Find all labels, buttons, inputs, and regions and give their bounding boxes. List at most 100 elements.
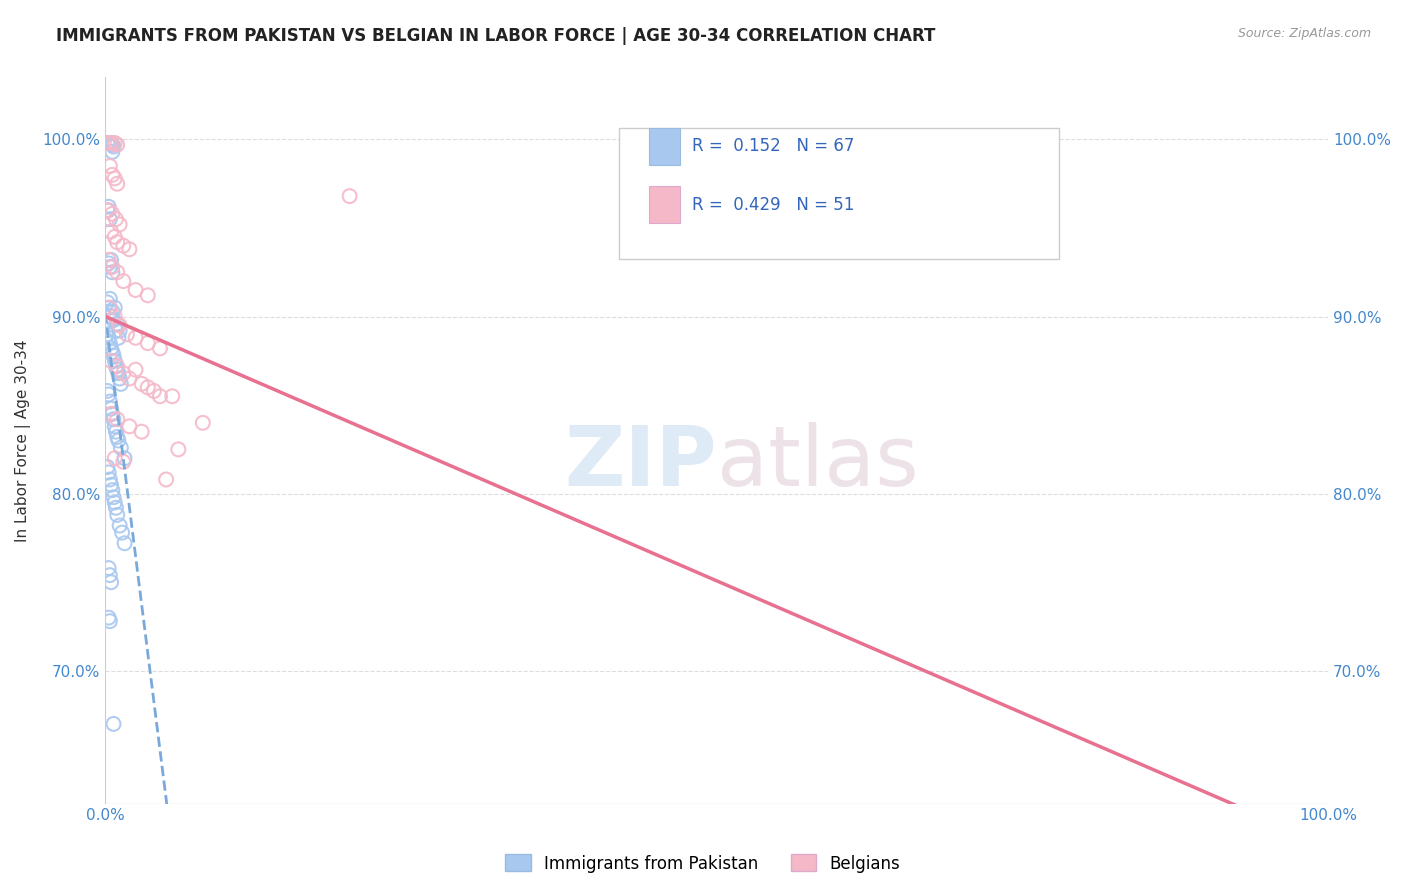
Point xyxy=(104,359,127,373)
Point xyxy=(108,324,131,338)
Point xyxy=(107,434,129,448)
Point xyxy=(131,425,153,439)
Point xyxy=(104,301,127,315)
Point xyxy=(100,136,122,150)
Point xyxy=(104,495,127,509)
Point xyxy=(124,283,146,297)
Point xyxy=(104,230,127,244)
Point xyxy=(101,483,124,497)
Point xyxy=(124,331,146,345)
Point xyxy=(96,460,118,475)
Point xyxy=(136,336,159,351)
Point xyxy=(100,310,122,324)
Point xyxy=(112,238,135,252)
Point xyxy=(97,301,120,315)
Point xyxy=(118,242,141,256)
Point xyxy=(104,324,127,338)
Point xyxy=(101,168,124,182)
Point xyxy=(104,310,127,324)
Point xyxy=(167,442,190,457)
Point xyxy=(101,207,124,221)
Point xyxy=(114,451,136,466)
Point xyxy=(105,359,128,373)
Point xyxy=(149,342,172,356)
Text: IMMIGRANTS FROM PAKISTAN VS BELGIAN IN LABOR FORCE | AGE 30-34 CORRELATION CHART: IMMIGRANTS FROM PAKISTAN VS BELGIAN IN L… xyxy=(56,27,935,45)
Point xyxy=(104,354,127,368)
Point xyxy=(98,212,121,227)
Point xyxy=(105,137,128,152)
Point xyxy=(101,145,124,159)
Point xyxy=(103,313,125,327)
Point xyxy=(162,389,184,403)
Point xyxy=(155,473,177,487)
Point xyxy=(96,203,118,218)
Point xyxy=(108,318,131,333)
Point xyxy=(96,327,118,342)
Point xyxy=(104,136,127,150)
Point xyxy=(98,260,121,274)
Point xyxy=(96,295,118,310)
Point xyxy=(110,441,132,455)
Point xyxy=(98,136,121,150)
Point xyxy=(97,561,120,575)
Point xyxy=(100,407,122,421)
Point xyxy=(100,575,122,590)
Point xyxy=(101,304,124,318)
Point xyxy=(107,331,129,345)
Point xyxy=(105,362,128,376)
Point xyxy=(100,252,122,267)
Point xyxy=(105,317,128,331)
Text: ZIP: ZIP xyxy=(564,422,717,503)
Y-axis label: In Labor Force | Age 30-34: In Labor Force | Age 30-34 xyxy=(15,339,31,541)
Point xyxy=(103,412,125,426)
Point xyxy=(108,371,131,385)
Point xyxy=(114,536,136,550)
Point xyxy=(96,136,118,150)
Point xyxy=(103,139,125,153)
Point xyxy=(105,177,128,191)
Point xyxy=(104,425,127,439)
Point xyxy=(97,387,120,401)
Point xyxy=(98,292,121,306)
Point xyxy=(105,235,128,249)
Text: R =  0.152   N = 67: R = 0.152 N = 67 xyxy=(692,137,855,155)
Point xyxy=(104,419,127,434)
Point xyxy=(110,376,132,391)
Point xyxy=(105,430,128,444)
Point xyxy=(105,508,128,522)
Point xyxy=(101,137,124,152)
Point xyxy=(98,159,121,173)
Point xyxy=(97,331,120,345)
Point xyxy=(100,401,122,416)
Point xyxy=(111,525,134,540)
Point xyxy=(98,336,121,351)
Text: atlas: atlas xyxy=(717,422,918,503)
Point xyxy=(101,407,124,421)
Point xyxy=(97,200,120,214)
Point xyxy=(142,384,165,398)
Point xyxy=(104,212,127,227)
Point xyxy=(105,265,128,279)
Point xyxy=(103,490,125,504)
Bar xyxy=(650,186,681,223)
Point xyxy=(191,416,214,430)
Point xyxy=(96,384,118,398)
Point xyxy=(100,225,122,239)
Text: Source: ZipAtlas.com: Source: ZipAtlas.com xyxy=(1237,27,1371,40)
Text: R =  0.429   N = 51: R = 0.429 N = 51 xyxy=(692,195,855,213)
Point xyxy=(101,345,124,359)
Point xyxy=(98,301,121,315)
Point xyxy=(97,136,120,150)
Point xyxy=(118,419,141,434)
Point xyxy=(98,614,121,628)
Point xyxy=(136,380,159,394)
Point xyxy=(97,203,120,218)
Point xyxy=(104,171,127,186)
Point xyxy=(108,518,131,533)
Point xyxy=(124,362,146,376)
Point xyxy=(112,455,135,469)
Point xyxy=(98,394,121,409)
Point xyxy=(104,500,127,515)
Point xyxy=(97,252,120,267)
Point xyxy=(136,288,159,302)
